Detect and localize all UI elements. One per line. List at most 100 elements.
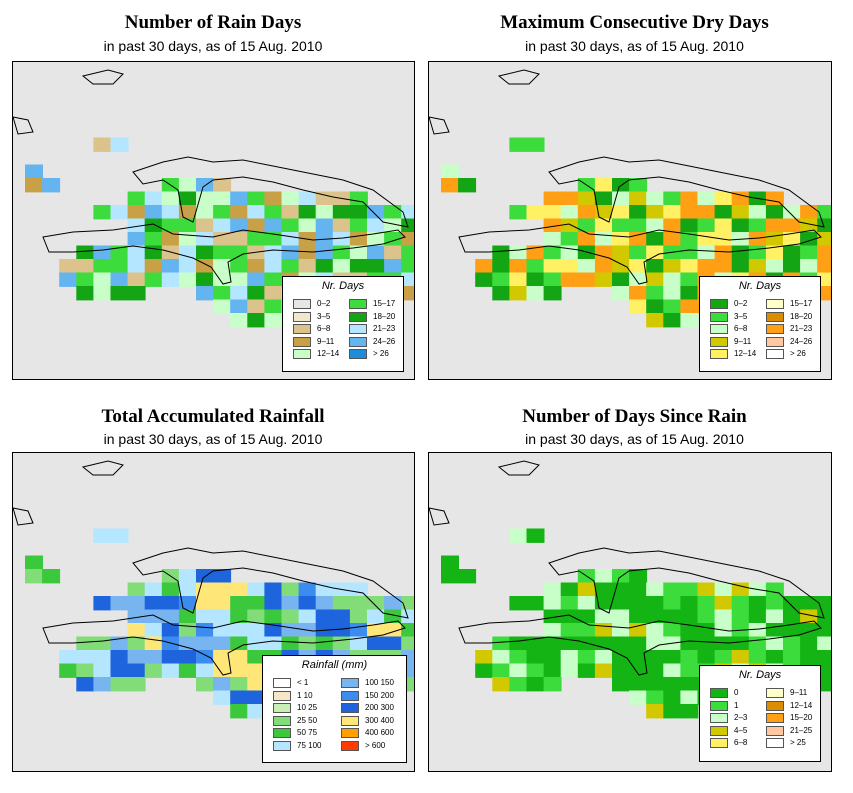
grid-cell	[281, 609, 300, 624]
grid-cell	[526, 245, 545, 260]
grid-cell	[247, 299, 266, 314]
grid-cell	[748, 205, 767, 220]
grid-cell	[697, 259, 716, 274]
grid-cell	[196, 232, 214, 247]
grid-cell	[509, 272, 528, 287]
grid-cell	[25, 569, 43, 584]
legend-swatch	[349, 324, 367, 334]
grid-cell	[731, 582, 750, 597]
grid-cell	[161, 582, 180, 597]
grid-cell	[315, 245, 334, 260]
legend-swatch	[766, 349, 784, 359]
grid-cell	[680, 690, 699, 705]
grid-cell	[817, 259, 831, 274]
grid-cell	[230, 609, 249, 624]
grid-cell	[783, 609, 801, 624]
legend-swatch	[341, 728, 359, 738]
grid-cell	[646, 596, 665, 611]
grid-cell	[349, 623, 368, 638]
grid-cell	[144, 218, 163, 233]
grid-cell	[594, 245, 613, 260]
grid-cell	[680, 205, 699, 220]
grid-cell	[629, 299, 648, 314]
grid-cell	[560, 623, 579, 638]
grid-cell	[349, 609, 368, 624]
grid-cell	[384, 245, 403, 260]
legend-swatch	[710, 688, 728, 698]
grid-cell	[560, 596, 579, 611]
grid-cell	[577, 191, 596, 206]
grid-cell	[196, 623, 214, 638]
grid-cell	[646, 609, 665, 624]
grid-cell	[401, 232, 414, 247]
legend-label: 12–14	[734, 349, 757, 358]
grid-cell	[230, 636, 249, 651]
grid-cell	[247, 690, 266, 705]
grid-cell	[93, 205, 112, 220]
grid-cell	[543, 191, 562, 206]
grid-cell	[127, 218, 146, 233]
grid-cell	[731, 218, 750, 233]
grid-cell	[230, 663, 249, 678]
grid-cell	[646, 636, 665, 651]
grid-cell	[213, 569, 232, 584]
grid-cell	[629, 690, 648, 705]
map-area: Nr. Days 0–2 3–5 6–8 9–11 12–14 15–17 18–20 21–…	[428, 61, 832, 380]
grid-cell	[800, 245, 819, 260]
grid-cell	[281, 596, 300, 611]
grid-cell	[577, 609, 596, 624]
grid-cell	[127, 650, 146, 665]
grid-cell	[178, 272, 197, 287]
grid-cell	[526, 636, 545, 651]
grid-cell	[817, 232, 831, 247]
grid-cell	[213, 232, 232, 247]
grid-cell	[748, 259, 767, 274]
map-area: Nr. Days 0 1 2–3 4–5 6–8 9–11 12–14 15–20 21–25 >…	[428, 452, 832, 772]
grid-cell	[560, 232, 579, 247]
grid-cell	[144, 232, 163, 247]
grid-cell	[680, 245, 699, 260]
legend-swatch	[341, 678, 359, 688]
grid-cell	[817, 609, 831, 624]
grid-cell	[629, 623, 648, 638]
grid-cell	[127, 286, 146, 301]
grid-cell	[509, 663, 528, 678]
panel-total-rainfall: Total Accumulated Rainfall in past 30 da…	[0, 396, 426, 793]
coastline	[13, 507, 34, 526]
grid-cell	[213, 286, 232, 301]
grid-cell	[646, 272, 665, 287]
grid-cell	[264, 245, 283, 260]
grid-cell	[646, 205, 665, 220]
grid-cell	[213, 582, 232, 597]
grid-cell	[281, 259, 300, 274]
grid-cell	[800, 259, 819, 274]
legend-swatch	[766, 336, 784, 347]
grid-cell	[178, 191, 197, 206]
grid-cell	[526, 663, 545, 678]
grid-cell	[526, 528, 545, 543]
grid-cell	[247, 232, 266, 247]
legend-label: > 26	[373, 349, 389, 358]
grid-cell	[384, 205, 403, 220]
grid-cell	[765, 245, 784, 260]
legend-label: 4–5	[734, 725, 748, 735]
grid-cell	[230, 191, 249, 206]
legend-swatch	[710, 700, 728, 711]
grid-cell	[560, 582, 579, 597]
grid-cell	[765, 232, 784, 247]
grid-cell	[230, 218, 249, 233]
grid-cell	[264, 191, 283, 206]
grid-cell	[765, 218, 784, 233]
grid-cell	[748, 245, 767, 260]
grid-cell	[110, 650, 129, 665]
grid-cell	[384, 218, 403, 233]
grid-cell	[264, 623, 283, 638]
grid-cell	[144, 272, 163, 287]
grid-cell	[110, 245, 129, 260]
grid-cell	[127, 245, 146, 260]
grid-cell	[196, 245, 214, 260]
grid-cell	[458, 178, 477, 193]
grid-cell	[110, 663, 129, 678]
grid-cell	[230, 232, 249, 247]
grid-cell	[783, 205, 801, 220]
